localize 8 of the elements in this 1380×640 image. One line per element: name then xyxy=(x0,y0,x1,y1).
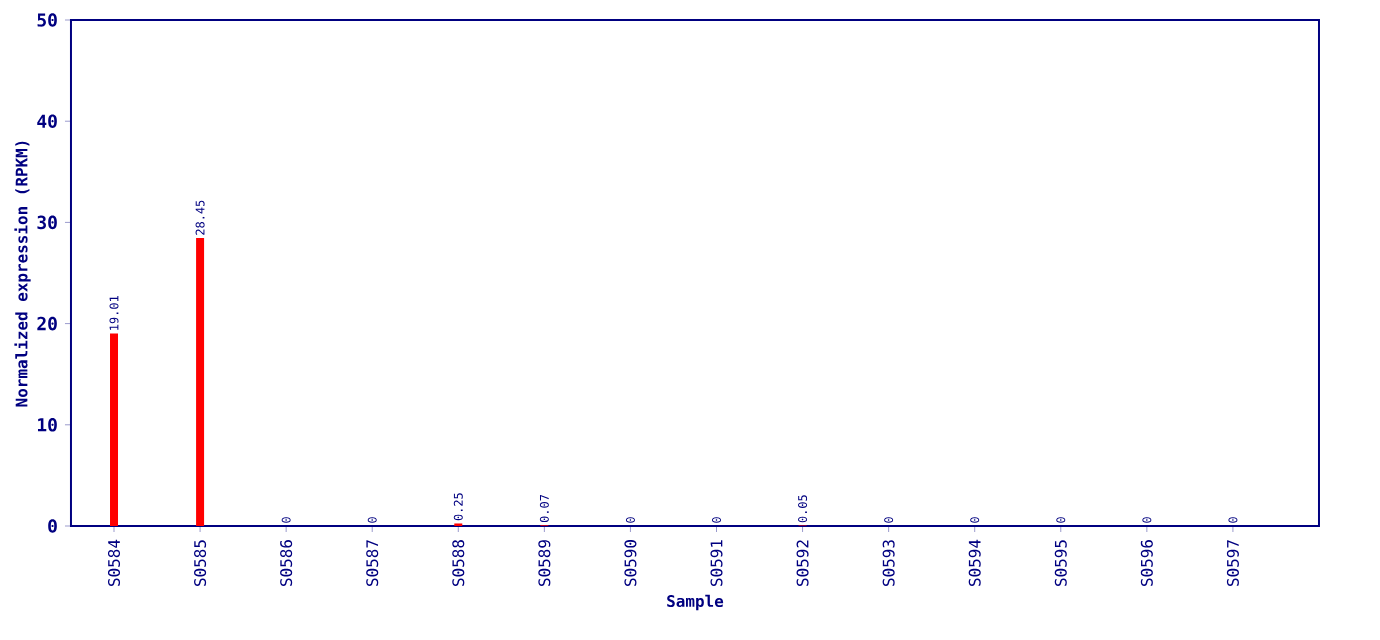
y-tick-label: 30 xyxy=(37,215,57,230)
y-tick-label: 40 xyxy=(37,114,57,128)
bar xyxy=(196,238,205,526)
y-tick-label: 20 xyxy=(37,316,57,331)
bar xyxy=(110,333,119,526)
y-tick-label: 0 xyxy=(48,519,57,533)
y-tick-label: 50 xyxy=(37,13,57,27)
y-tick-label: 10 xyxy=(38,418,57,432)
